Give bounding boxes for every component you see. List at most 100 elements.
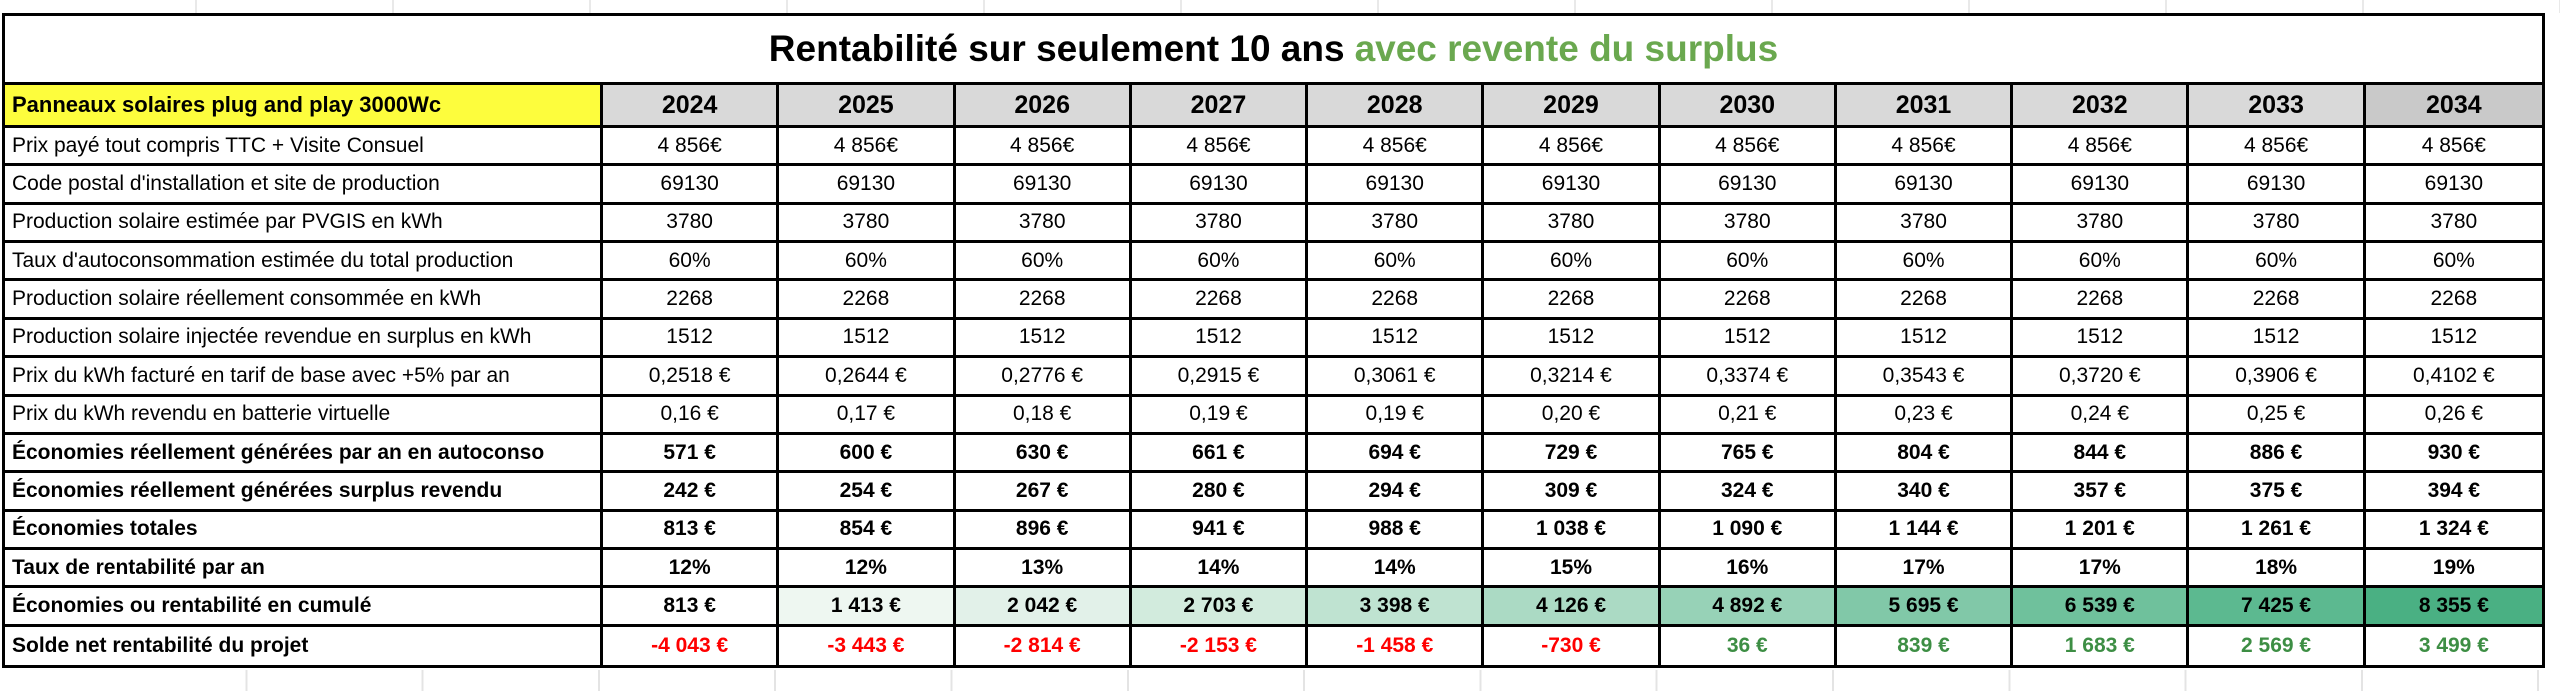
data-cell[interactable]: 1 144 € (1836, 511, 2014, 550)
data-cell[interactable]: 1 324 € (2365, 512, 2542, 550)
year-header-cell[interactable]: 2026 (955, 85, 1132, 128)
data-cell[interactable]: 1512 (1131, 319, 1309, 359)
data-cell[interactable]: 0,24 € (2013, 396, 2190, 435)
year-header-cell[interactable]: 2024 (603, 85, 780, 128)
row-label[interactable]: Taux d'autoconsommation estimée du total… (5, 243, 603, 282)
data-cell[interactable]: 4 856€ (1660, 128, 1837, 167)
data-cell[interactable]: 694 € (1308, 434, 1485, 474)
data-cell[interactable]: 69130 (1131, 166, 1309, 205)
corner-header-cell[interactable]: Panneaux solaires plug and play 3000Wc (5, 85, 603, 128)
data-cell[interactable]: 1 683 € (2013, 626, 2190, 665)
row-label[interactable]: Économies réellement générées par an en … (5, 434, 603, 474)
data-cell[interactable]: 60% (2013, 243, 2190, 282)
data-cell[interactable]: 930 € (2365, 435, 2542, 474)
data-cell[interactable]: 69130 (2189, 166, 2366, 205)
data-cell[interactable]: 941 € (1131, 511, 1309, 550)
data-cell[interactable]: 0,2518 € (603, 358, 780, 397)
data-cell[interactable]: 60% (1484, 243, 1661, 282)
data-cell[interactable]: 3780 (2365, 205, 2542, 244)
data-cell[interactable]: -2 814 € (956, 626, 1132, 665)
data-cell[interactable]: 69130 (1660, 166, 1837, 205)
data-cell[interactable]: 12% (603, 549, 780, 589)
data-cell[interactable]: 3780 (1308, 204, 1485, 244)
data-cell[interactable]: -1 458 € (1308, 626, 1485, 665)
data-cell[interactable]: 0,19 € (1308, 396, 1485, 435)
data-cell[interactable]: 813 € (603, 588, 780, 627)
data-cell[interactable]: 3780 (1660, 204, 1837, 244)
data-cell[interactable]: 0,2644 € (779, 358, 956, 397)
data-cell[interactable]: 844 € (2013, 434, 2190, 474)
data-cell[interactable]: 12% (779, 549, 956, 589)
data-cell[interactable]: 60% (2365, 243, 2542, 282)
data-cell[interactable]: 375 € (2189, 473, 2366, 512)
data-cell[interactable]: 886 € (2189, 434, 2366, 474)
data-cell[interactable]: 60% (779, 243, 956, 282)
data-cell[interactable]: 0,2776 € (955, 358, 1132, 397)
year-header-cell[interactable]: 2025 (779, 85, 956, 128)
data-cell[interactable]: 4 126 € (1484, 588, 1661, 627)
data-cell[interactable]: 242 € (603, 473, 780, 512)
data-cell[interactable]: 60% (603, 243, 780, 282)
data-cell[interactable]: 8 355 € (2365, 588, 2542, 627)
data-cell[interactable]: 1 201 € (2013, 511, 2190, 550)
data-cell[interactable]: 2268 (1131, 281, 1309, 320)
data-cell[interactable]: 4 856€ (2365, 128, 2542, 167)
data-cell[interactable]: 854 € (779, 511, 956, 550)
data-cell[interactable]: 0,26 € (2365, 397, 2542, 435)
data-cell[interactable]: 2268 (1308, 281, 1485, 320)
row-label[interactable]: Taux de rentabilité par an (5, 549, 603, 589)
data-cell[interactable]: 1512 (2365, 320, 2542, 359)
data-cell[interactable]: 0,16 € (603, 396, 780, 435)
data-cell[interactable]: 69130 (779, 166, 956, 205)
data-cell[interactable]: 571 € (603, 434, 780, 474)
data-cell[interactable]: 280 € (1131, 473, 1309, 512)
data-cell[interactable]: 2 703 € (1131, 588, 1309, 627)
data-cell[interactable]: 14% (1131, 549, 1309, 589)
data-cell[interactable]: 1512 (603, 319, 780, 359)
data-cell[interactable]: 0,3720 € (2013, 358, 2190, 397)
data-cell[interactable]: 6 539 € (2013, 588, 2190, 627)
data-cell[interactable]: 630 € (955, 434, 1132, 474)
data-cell[interactable]: 2 569 € (2189, 626, 2366, 665)
data-cell[interactable]: 2268 (603, 281, 780, 320)
data-cell[interactable]: 1 038 € (1484, 511, 1661, 550)
year-header-cell[interactable]: 2031 (1836, 85, 2014, 128)
data-cell[interactable]: 729 € (1484, 434, 1661, 474)
data-cell[interactable]: 14% (1308, 549, 1485, 589)
data-cell[interactable]: 3 398 € (1308, 588, 1485, 627)
data-cell[interactable]: 813 € (603, 511, 780, 550)
data-cell[interactable]: 2268 (2013, 281, 2190, 320)
data-cell[interactable]: 15% (1484, 549, 1661, 589)
data-cell[interactable]: 394 € (2365, 473, 2542, 512)
data-cell[interactable]: 60% (955, 243, 1132, 282)
year-header-cell[interactable]: 2030 (1660, 85, 1837, 128)
row-label[interactable]: Prix du kWh revendu en batterie virtuell… (5, 396, 603, 435)
data-cell[interactable]: 3780 (2013, 204, 2190, 244)
data-cell[interactable]: 2268 (779, 281, 956, 320)
data-cell[interactable]: 0,3214 € (1484, 358, 1661, 397)
data-cell[interactable]: 60% (1131, 243, 1309, 282)
data-cell[interactable]: 0,18 € (955, 396, 1132, 435)
data-cell[interactable]: 804 € (1836, 434, 2014, 474)
data-cell[interactable]: 4 856€ (779, 128, 956, 167)
data-cell[interactable]: 0,21 € (1660, 396, 1837, 435)
year-header-cell[interactable]: 2027 (1131, 85, 1309, 128)
data-cell[interactable]: 0,3906 € (2189, 358, 2366, 397)
data-cell[interactable]: 839 € (1837, 626, 2014, 665)
year-header-cell[interactable]: 2029 (1484, 85, 1661, 128)
data-cell[interactable]: 0,20 € (1484, 396, 1661, 435)
data-cell[interactable]: 1 261 € (2189, 511, 2366, 550)
row-label[interactable]: Économies réellement générées surplus re… (5, 473, 603, 512)
data-cell[interactable]: 69130 (955, 166, 1132, 205)
data-cell[interactable]: -730 € (1484, 626, 1661, 665)
data-cell[interactable]: 4 892 € (1660, 588, 1837, 627)
data-cell[interactable]: 357 € (2013, 473, 2190, 512)
data-cell[interactable]: 309 € (1484, 473, 1661, 512)
data-cell[interactable]: 988 € (1308, 511, 1485, 550)
data-cell[interactable]: 69130 (2365, 166, 2542, 205)
data-cell[interactable]: 0,25 € (2189, 396, 2366, 435)
row-label[interactable]: Code postal d'installation et site de pr… (5, 166, 603, 205)
data-cell[interactable]: 17% (1836, 549, 2014, 589)
data-cell[interactable]: 600 € (779, 434, 956, 474)
row-label[interactable]: Économies ou rentabilité en cumulé (5, 588, 603, 627)
